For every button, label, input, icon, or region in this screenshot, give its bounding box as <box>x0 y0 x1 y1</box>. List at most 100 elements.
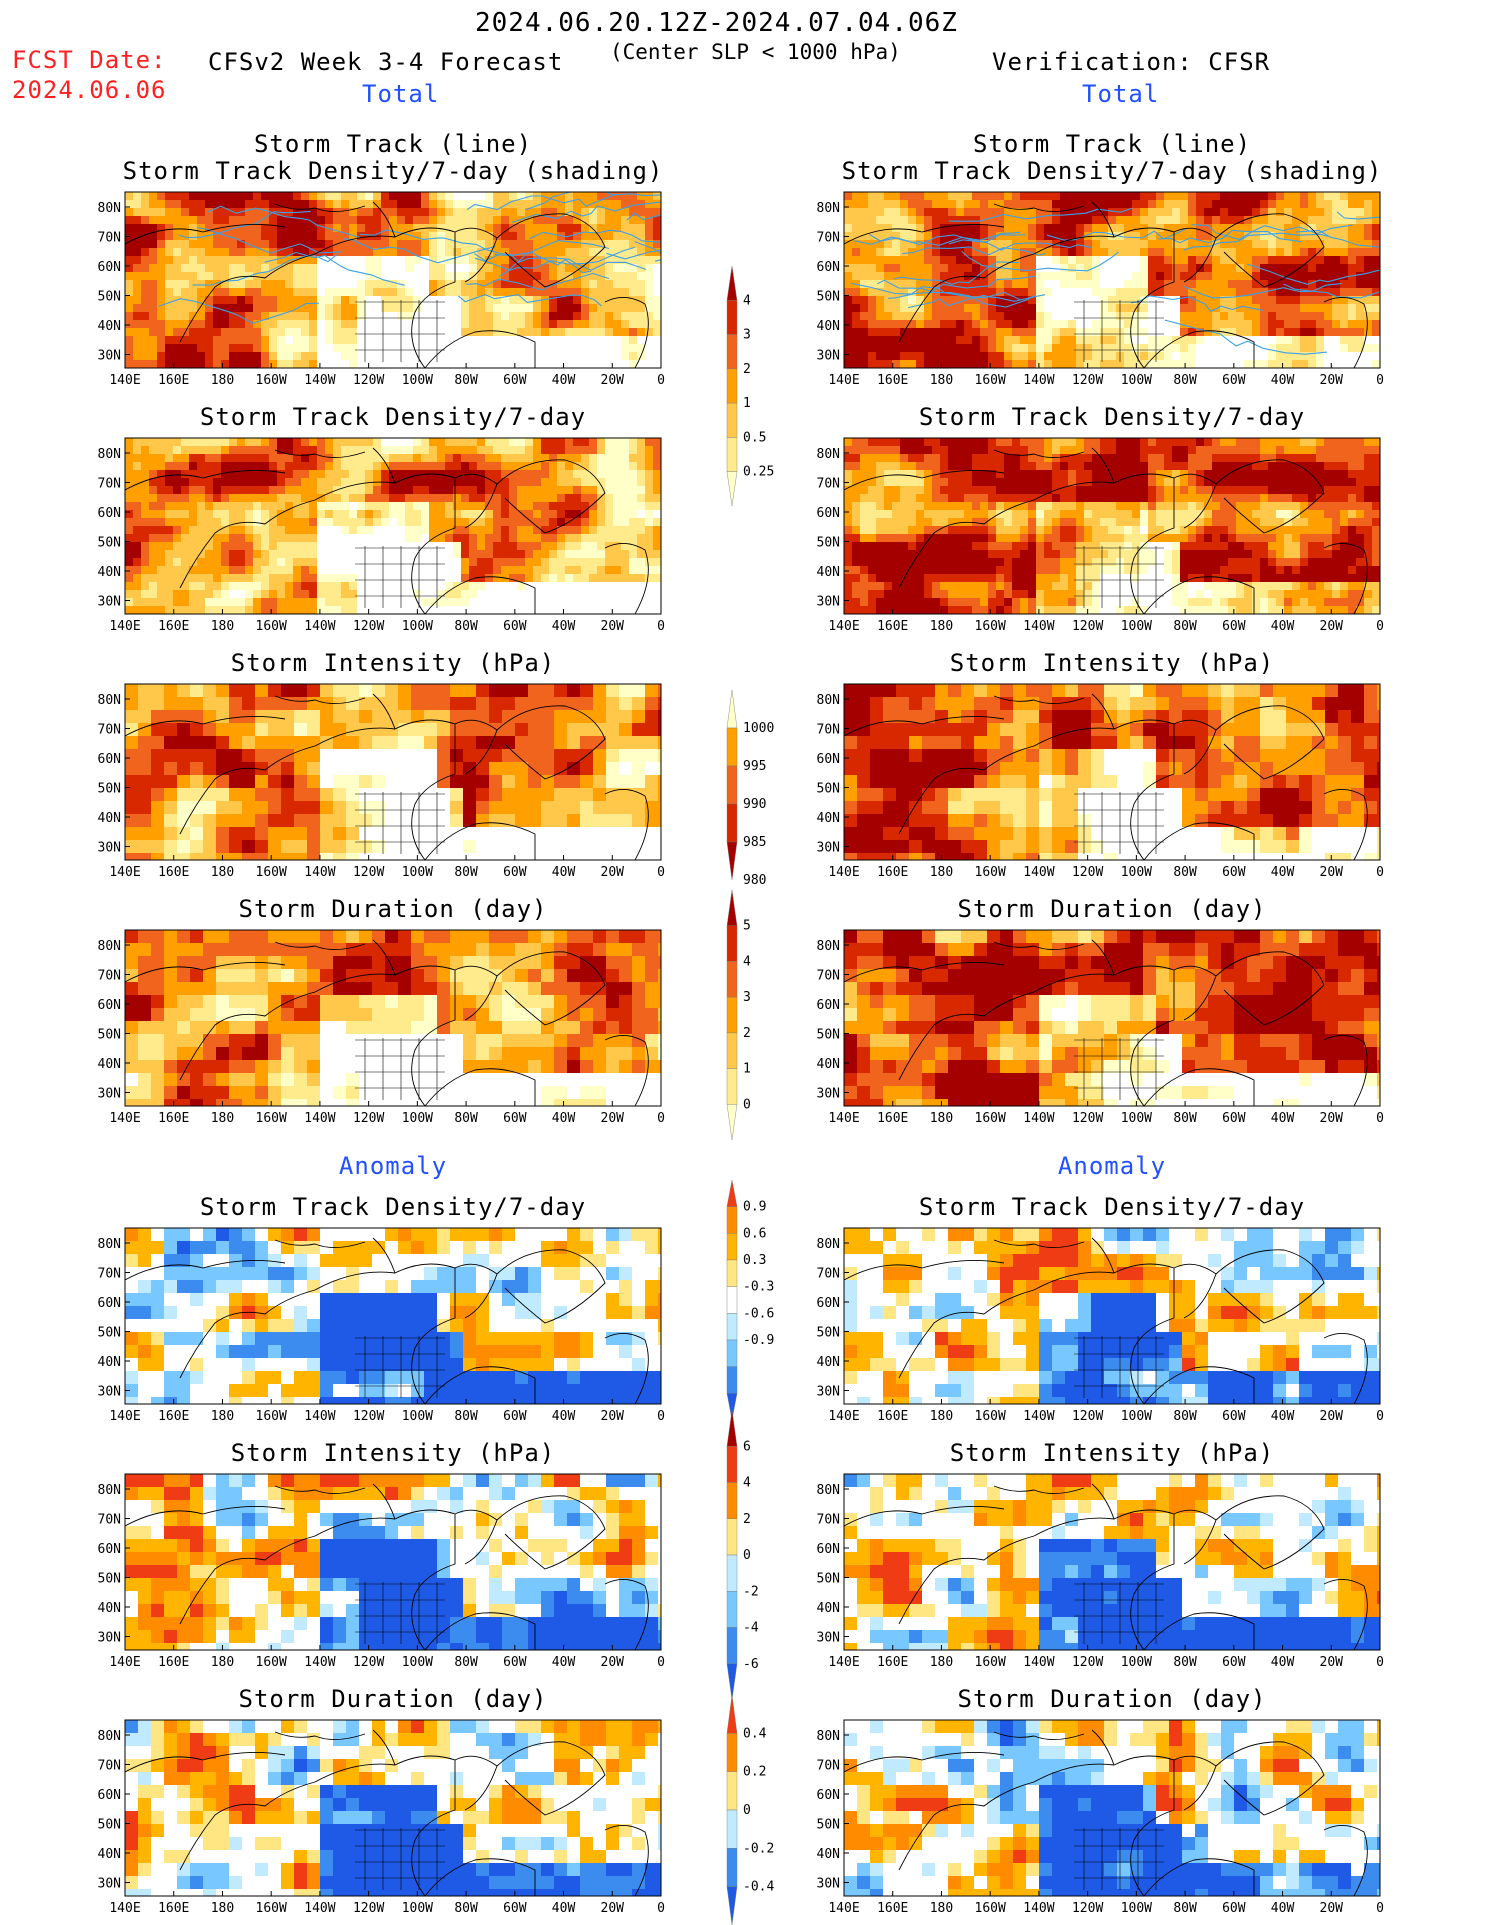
title-duration-anom-left: Storm Duration (day) <box>238 1685 548 1713</box>
lon-label: 80W <box>454 1901 478 1916</box>
lon-label: 60W <box>503 619 527 634</box>
lat-label: 50N <box>98 1028 121 1043</box>
lon-label: 160E <box>877 1655 908 1670</box>
colorbar-label: -0.4 <box>743 1880 774 1895</box>
colorbar-swatch <box>726 1591 738 1628</box>
lat-label: 30N <box>98 1877 121 1892</box>
lon-label: 20W <box>1320 865 1344 880</box>
lon-label: 20W <box>1320 1409 1344 1424</box>
lat-label: 70N <box>98 1267 121 1282</box>
anomaly-label-right: Anomaly <box>1057 1152 1167 1180</box>
fcst-date-label: FCST Date: <box>12 46 167 74</box>
title-track-line-left: Storm Track (line) <box>253 130 533 158</box>
title-intensity-right: Storm Intensity (hPa) <box>949 649 1275 677</box>
colorbar-duration: 5 4 3 2 1 0 <box>726 889 751 1141</box>
lon-label: 60W <box>503 1901 527 1916</box>
lat-label: 50N <box>817 782 840 797</box>
lon-label: 180 <box>211 1111 234 1126</box>
colorbar-label: 990 <box>743 797 766 812</box>
lon-label: 120W <box>353 373 384 388</box>
lat-label: 50N <box>98 1326 121 1341</box>
lon-label: 0 <box>657 1409 665 1424</box>
colorbar-swatch <box>726 961 738 998</box>
lon-label: 140W <box>1023 1111 1054 1126</box>
lon-label: 120W <box>1072 619 1103 634</box>
lat-label: 50N <box>98 1818 121 1833</box>
lon-label: 100W <box>1121 1111 1152 1126</box>
lat-label: 60N <box>98 260 121 275</box>
lat-label: 70N <box>98 723 121 738</box>
lon-label: 0 <box>1376 1655 1384 1670</box>
map-panel-r5-c1: 140E 160E 180 160W 140W 120W 100W 80W 60W 40W 20W 0… <box>817 1473 1384 1670</box>
colorbar-swatch <box>726 1206 738 1234</box>
lon-label: 160E <box>158 619 189 634</box>
lon-label: 160W <box>975 1111 1006 1126</box>
colorbar-swatch <box>726 1554 738 1592</box>
lon-label: 100W <box>1121 1409 1152 1424</box>
lon-label: 100W <box>402 373 433 388</box>
lon-label: 160E <box>877 1111 908 1126</box>
lon-label: 140W <box>1023 1901 1054 1916</box>
colorbar-label: 6 <box>743 1439 751 1454</box>
title-duration-anom-right: Storm Duration (day) <box>957 1685 1267 1713</box>
map-panel-r6-c0: 140E 160E 180 160W 140W 120W 100W 80W 60W 40W 20W 0… <box>98 1719 665 1916</box>
colorbar-swatch <box>726 1393 738 1421</box>
map-panel-r0-c0: 140E 160E 180 160W 140W 120W 100W 80W 60W 40W 20W 0… <box>98 191 665 388</box>
lon-label: 20W <box>601 865 625 880</box>
lon-label: 160W <box>256 1655 287 1670</box>
lon-label: 140E <box>109 1111 140 1126</box>
lon-label: 60W <box>503 1111 527 1126</box>
lon-label: 140E <box>109 865 140 880</box>
date-range: 2024.06.20.12Z-2024.07.04.06Z <box>475 8 958 38</box>
lon-label: 160W <box>256 373 287 388</box>
lon-label: 140E <box>828 1409 859 1424</box>
colorbar-label: -0.3 <box>743 1280 774 1295</box>
colorbar-swatch <box>726 1733 738 1772</box>
lon-label: 180 <box>930 865 953 880</box>
colorbar-label: 2 <box>743 1026 751 1041</box>
lon-label: 0 <box>657 1111 665 1126</box>
title-intensity-anom-right: Storm Intensity (hPa) <box>949 1439 1275 1467</box>
lon-label: 100W <box>1121 865 1152 880</box>
lon-label: 140E <box>828 1655 859 1670</box>
lat-label: 80N <box>98 1729 121 1744</box>
lon-label: 140E <box>828 865 859 880</box>
lon-label: 180 <box>211 865 234 880</box>
lon-label: 180 <box>211 373 234 388</box>
lon-label: 40W <box>1271 1111 1295 1126</box>
colorbar-swatch <box>726 996 738 1034</box>
lon-label: 180 <box>930 1111 953 1126</box>
lon-label: 140W <box>1023 865 1054 880</box>
lon-label: 100W <box>1121 1655 1152 1670</box>
lat-label: 80N <box>817 447 840 462</box>
colorbar-swatch <box>726 1482 738 1519</box>
lon-label: 40W <box>1271 373 1295 388</box>
lat-label: 40N <box>817 319 840 334</box>
lat-label: 80N <box>98 939 121 954</box>
lon-label: 140W <box>304 619 335 634</box>
lon-label: 140W <box>304 1111 335 1126</box>
lon-label: 40W <box>552 619 576 634</box>
lon-label: 160E <box>158 865 189 880</box>
lon-label: 80W <box>454 373 478 388</box>
lat-label: 70N <box>98 1513 121 1528</box>
colorbar-density-anomaly: 0.9 0.6 0.3 -0.3 -0.6 -0.9 <box>726 1179 774 1421</box>
lon-label: 140E <box>828 373 859 388</box>
lon-label: 60W <box>1222 373 1246 388</box>
colorbar-swatch <box>726 1104 738 1141</box>
lon-label: 180 <box>211 1655 234 1670</box>
lon-label: 40W <box>1271 1901 1295 1916</box>
lon-label: 140E <box>828 619 859 634</box>
lon-label: 180 <box>930 1655 953 1670</box>
lon-label: 60W <box>1222 1409 1246 1424</box>
lat-label: 80N <box>98 201 121 216</box>
lon-label: 80W <box>454 1655 478 1670</box>
lat-label: 30N <box>817 1087 840 1102</box>
colorbar-label: 0.25 <box>743 465 774 480</box>
colorbar-swatch <box>726 1032 738 1069</box>
lon-label: 120W <box>1072 1655 1103 1670</box>
lon-label: 80W <box>1173 619 1197 634</box>
lon-label: 160E <box>158 373 189 388</box>
lat-label: 30N <box>817 1631 840 1646</box>
lat-label: 40N <box>817 1057 840 1072</box>
